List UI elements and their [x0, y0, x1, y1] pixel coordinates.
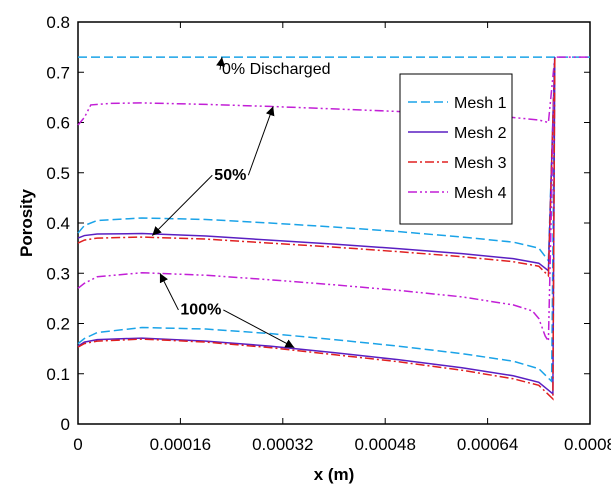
annotation-arrow	[247, 106, 275, 176]
legend-entry-label: Mesh 3	[454, 155, 507, 172]
x-tick-label: 0.00032	[252, 435, 313, 454]
curve-mesh-2-100	[77, 57, 556, 396]
y-axis-title: Porosity	[17, 188, 36, 257]
y-tick-label: 0	[61, 415, 70, 434]
legend-box	[399, 73, 513, 225]
axes	[77, 21, 591, 425]
plot-frame	[77, 21, 591, 425]
annotation-arrow	[159, 273, 179, 311]
curves	[77, 56, 590, 401]
y-tick-label: 0.7	[46, 63, 70, 82]
y-tick-label: 0.8	[46, 13, 70, 32]
annotation-label: 50%	[214, 167, 246, 184]
legend-entry-label: Mesh 2	[454, 125, 507, 142]
y-tick-label: 0.2	[46, 315, 70, 334]
curve-mesh-1-50	[77, 57, 556, 263]
x-tick-label: 0.00048	[354, 435, 415, 454]
curve-mesh-2-50	[77, 57, 556, 273]
legend-entry-label: Mesh 1	[454, 95, 507, 112]
y-tick-label: 0.6	[46, 114, 70, 133]
annotation-label: 0% Discharged	[222, 61, 331, 78]
x-tick-label: 0.0008	[564, 435, 611, 454]
y-tick-label: 0.5	[46, 164, 70, 183]
y-tick-label: 0.4	[46, 214, 70, 233]
curve-mesh-4-50	[77, 56, 590, 126]
x-tick-label: 0	[73, 435, 82, 454]
ticks: 0 0.00016 0.00032 0.00048 0.00064 0.0008 0 0.1 0…	[46, 13, 611, 454]
annotation-arrow	[223, 309, 295, 349]
annotation-arrow	[216, 57, 226, 70]
y-tick-label: 0.1	[46, 365, 70, 384]
curve-mesh-3-50	[77, 57, 556, 278]
x-axis-title: x (m)	[314, 465, 355, 484]
annotation-arrow	[151, 174, 213, 236]
legend-entry-label: Mesh 4	[454, 185, 507, 202]
legend: Mesh 1 Mesh 2 Mesh 3 Mesh 4	[399, 73, 513, 225]
y-tick-label: 0.3	[46, 264, 70, 283]
annotation-label: 100%	[180, 301, 221, 318]
x-tick-label: 0.00016	[150, 435, 211, 454]
curve-mesh-3-100	[77, 57, 556, 401]
annotations: 0% Discharged 50% 100%	[151, 57, 331, 349]
x-tick-label: 0.00064	[457, 435, 518, 454]
